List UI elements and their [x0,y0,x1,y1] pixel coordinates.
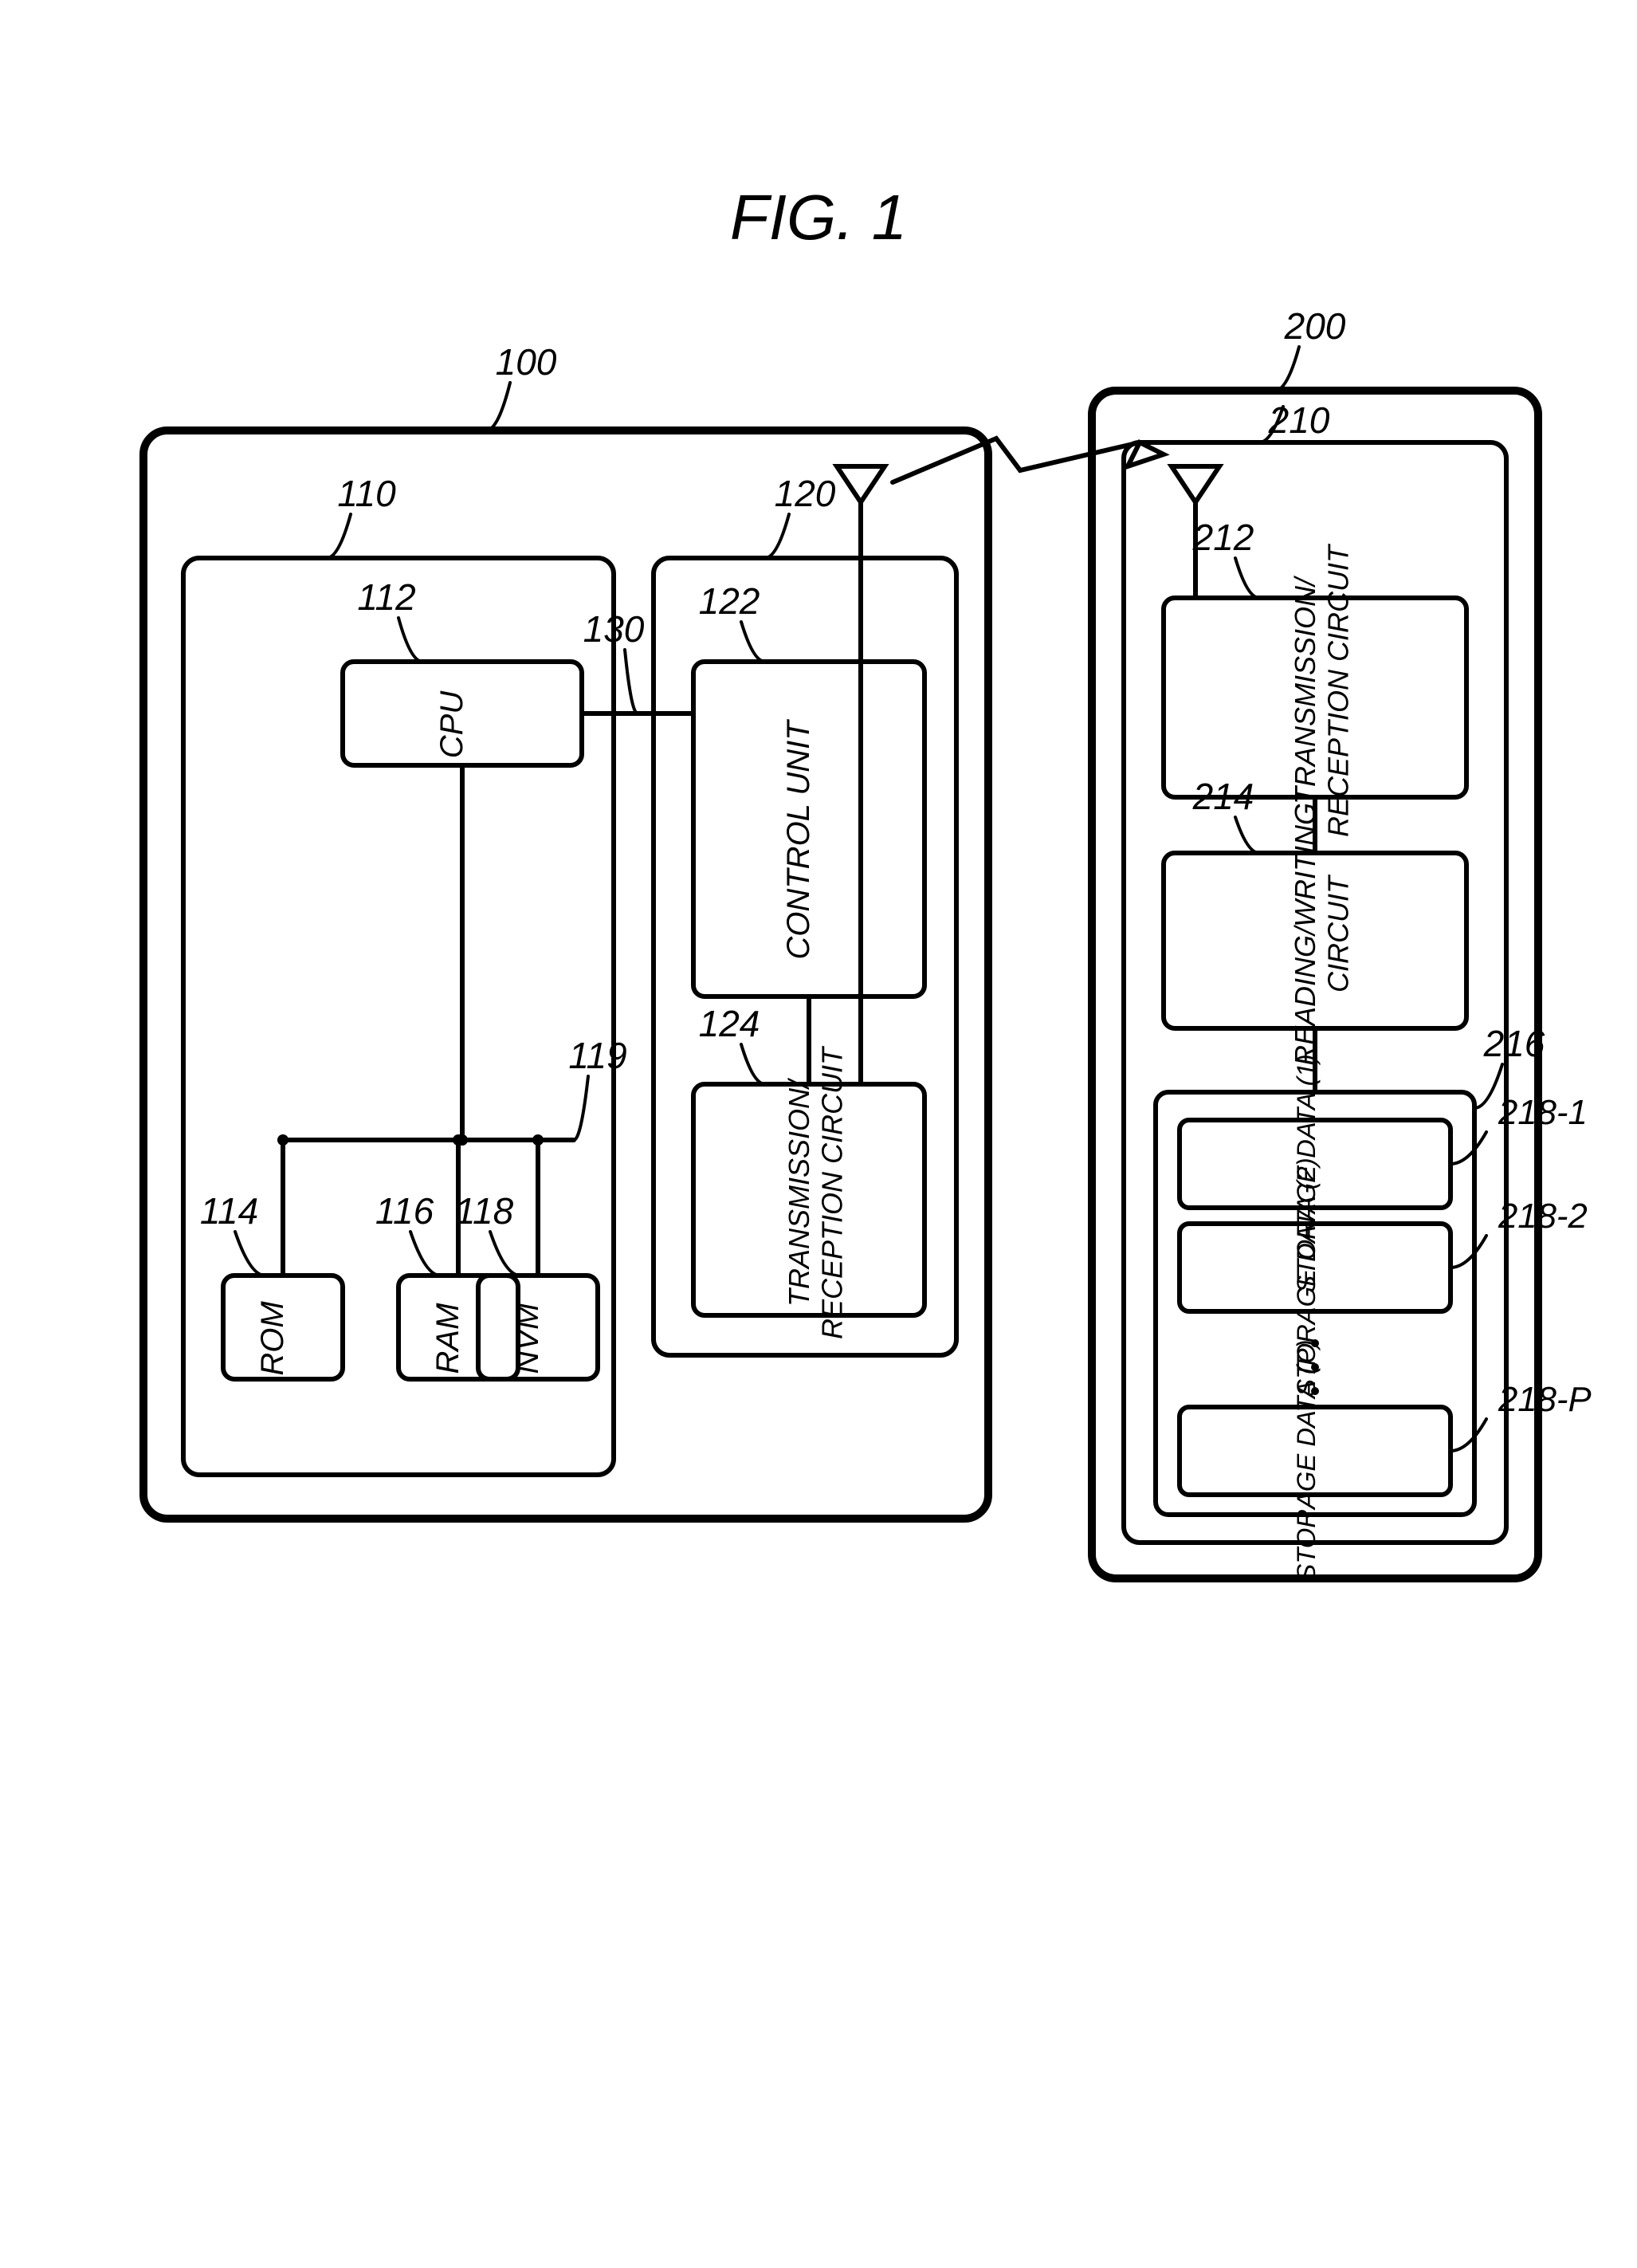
bus-junction [277,1134,289,1146]
ref-100: 100 [496,341,557,383]
ref-118: 118 [455,1190,514,1232]
antenna-right-icon [1172,466,1219,502]
ref-212: 212 [1192,517,1254,558]
ref-200: 200 [1284,305,1346,347]
trx-left-label: TRANSMISSION/RECEPTION CIRCUIT [783,1045,848,1339]
ref-120-leader [765,514,789,558]
bus-junction [532,1134,544,1146]
ref-120: 120 [775,473,836,514]
ref-216: 216 [1483,1023,1545,1064]
ref-212-leader [1235,558,1259,598]
nvm-label: NVM [510,1303,545,1374]
ref-218-2: 218-2 [1498,1197,1588,1236]
ref-116-leader [410,1232,441,1276]
ref-119: 119 [568,1035,626,1076]
ref-110: 110 [337,473,396,514]
ref-110-leader [327,514,351,558]
rom-label: ROM [255,1301,290,1376]
ram-label: RAM [430,1303,465,1374]
ref-130: 130 [583,608,645,650]
trx-right-label: TRANSMISSION/RECEPTION CIRCUIT [1289,543,1354,837]
ref-122-leader [741,622,765,662]
control-unit-label: CONTROL UNIT [781,719,816,960]
ref-214-leader [1235,817,1259,853]
ref-218-1-leader [1451,1132,1486,1164]
ref-122: 122 [699,580,760,622]
ref-118-leader [490,1232,520,1276]
ref-218-1: 218-1 [1498,1093,1588,1132]
ref-114: 114 [200,1190,258,1232]
ref-116: 116 [375,1190,434,1232]
ref-100-leader [486,383,510,430]
ref-114-leader [235,1232,265,1276]
ref-218-P-leader [1451,1419,1486,1451]
antenna-left-icon [837,466,885,502]
ref-200-leader [1275,347,1299,391]
ref-130-leader [625,650,638,713]
ref-112-leader [398,618,422,662]
figure-title: FIG. 1 [730,182,907,253]
ref-210: 210 [1268,399,1330,441]
ref-214: 214 [1192,776,1254,817]
bus-junction [453,1134,464,1146]
ref-218-P: 218-P [1498,1380,1592,1419]
ref-218-2-leader [1451,1236,1486,1268]
sdp-label: STORAGE DATA (P) [1291,1339,1321,1581]
ref-112: 112 [357,576,415,618]
ref-124: 124 [699,1003,760,1044]
storage-ellipsis [1311,1339,1319,1347]
ref-119-leader [574,1076,588,1140]
cpu-label: CPU [434,690,469,759]
ref-124-leader [741,1044,765,1084]
rf-link-icon [893,438,1140,482]
storage-ellipsis [1311,1387,1319,1395]
storage-ellipsis [1311,1363,1319,1371]
